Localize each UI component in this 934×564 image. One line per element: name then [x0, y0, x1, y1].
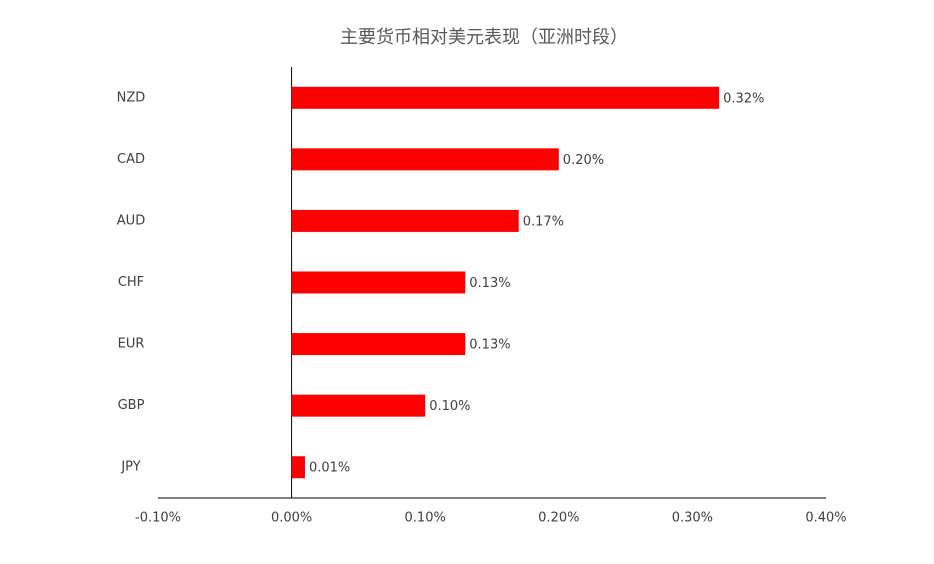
bar [291, 148, 559, 171]
value-label: 0.01% [309, 461, 350, 476]
y-tick-label: JPY [120, 460, 140, 475]
bar [291, 209, 519, 232]
y-tick-label: EUR [118, 337, 145, 352]
bar [291, 271, 466, 294]
value-label: 0.10% [429, 399, 470, 414]
value-label: 0.17% [523, 214, 564, 229]
bar [291, 86, 720, 109]
value-label: 0.13% [469, 276, 510, 291]
x-tick-label: 0.30% [672, 511, 713, 526]
value-label: 0.13% [469, 338, 510, 353]
x-tick-label: 0.20% [538, 511, 579, 526]
x-tick-label: 0.10% [405, 511, 446, 526]
y-tick-label: CHF [118, 275, 144, 290]
x-tick-label: -0.10% [135, 511, 181, 526]
x-tick-label: 0.00% [271, 511, 312, 526]
chart-title: 主要货币相对美元表现（亚洲时段） [340, 27, 628, 48]
value-label: 0.32% [723, 91, 764, 106]
y-tick-label: GBP [118, 398, 145, 413]
y-tick-label: NZD [117, 90, 146, 105]
y-tick-label: AUD [117, 213, 145, 228]
value-label: 0.20% [563, 153, 604, 168]
bar [291, 333, 466, 356]
y-tick-label: CAD [117, 152, 145, 167]
bar [291, 456, 305, 479]
x-tick-label: 0.40% [805, 511, 846, 526]
bar [291, 394, 426, 417]
